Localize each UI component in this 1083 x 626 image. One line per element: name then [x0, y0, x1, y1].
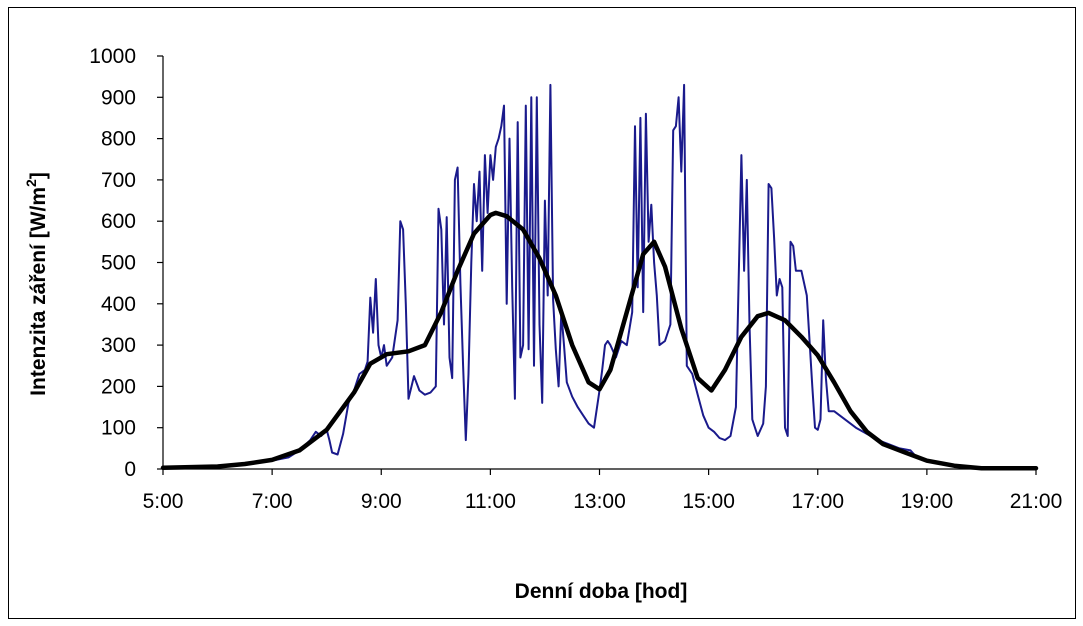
y-tick-label: 700 [101, 169, 136, 192]
y-axis-title: Intenzita záření [W/m2] [23, 172, 50, 396]
x-tick-label: 19:00 [901, 490, 954, 513]
x-tick-label: 21:00 [1010, 490, 1063, 513]
y-tick-label: 200 [101, 375, 136, 398]
series-layer [160, 83, 1039, 471]
x-axis-title: Denní doba [hod] [515, 580, 688, 603]
chart-frame [8, 7, 1076, 619]
x-tick-label: 11:00 [465, 490, 516, 513]
y-ticks: 0 100 200 300 400 500 600 700 800 900 1000 [89, 45, 163, 481]
x-ticks: 5:00 7:00 9:00 11:00 13:00 15:00 17:00 19:00 21:… [143, 469, 1063, 513]
x-tick-label: 9:00 [361, 490, 402, 513]
y-tick-label: 100 [101, 417, 136, 440]
y-tick-label: 900 [101, 86, 136, 109]
x-tick-label: 5:00 [143, 490, 184, 513]
y-tick-label: 0 [124, 458, 136, 481]
y-axis-title-main: Intenzita záření [W/m [27, 187, 50, 396]
y-tick-label: 300 [101, 334, 136, 357]
x-tick-label: 15:00 [682, 490, 735, 513]
series-line-measured [162, 83, 1037, 470]
y-tick-label: 800 [101, 128, 136, 151]
x-tick-label: 13:00 [573, 490, 626, 513]
y-tick-label: 400 [101, 293, 136, 316]
y-tick-label: 500 [101, 252, 136, 275]
x-tick-label: 17:00 [791, 490, 844, 513]
y-tick-label: 600 [101, 210, 136, 233]
y-axis-title-close: ] [27, 172, 50, 179]
y-tick-label: 1000 [89, 45, 136, 68]
x-tick-label: 7:00 [252, 490, 293, 513]
y-axis-title-superscript: 2 [23, 179, 39, 187]
series-line-smoothed [160, 210, 1039, 471]
axes [162, 56, 1036, 470]
